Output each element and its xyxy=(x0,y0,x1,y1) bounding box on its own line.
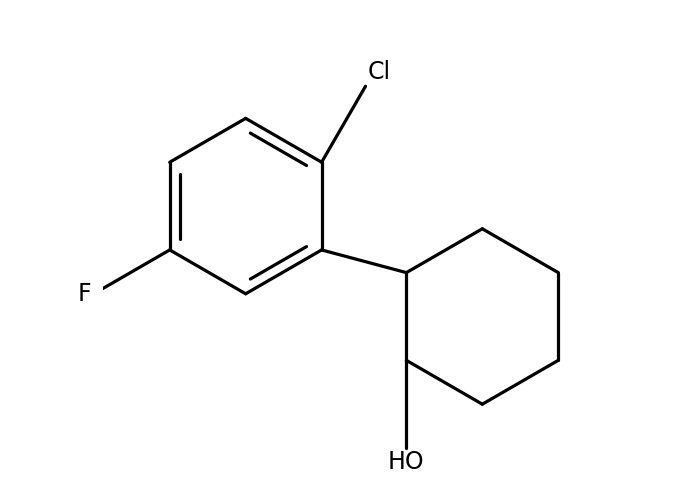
Text: F: F xyxy=(78,282,91,306)
Text: HO: HO xyxy=(388,450,425,474)
Text: Cl: Cl xyxy=(368,60,391,84)
